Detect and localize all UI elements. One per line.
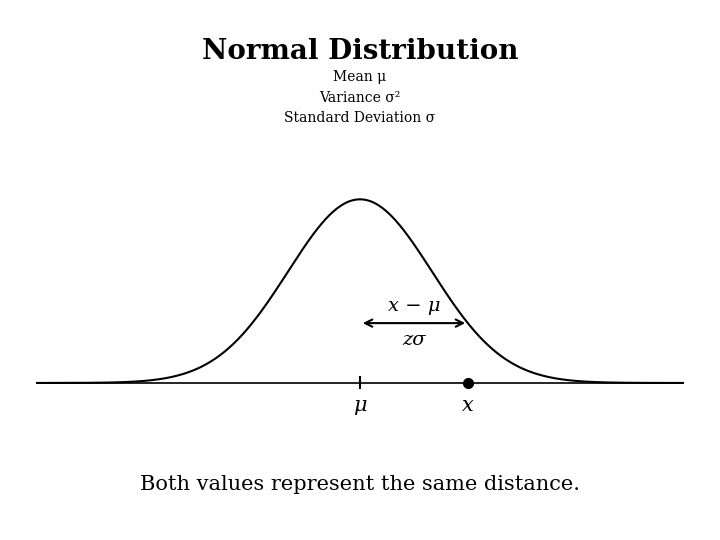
Text: Both values represent the same distance.: Both values represent the same distance.	[140, 475, 580, 494]
Text: Mean μ
Variance σ²
Standard Deviation σ: Mean μ Variance σ² Standard Deviation σ	[284, 70, 436, 125]
Text: x: x	[462, 396, 474, 415]
Text: Normal Distribution: Normal Distribution	[202, 38, 518, 65]
Text: μ: μ	[354, 396, 366, 415]
Text: zσ: zσ	[402, 332, 426, 349]
Text: x − μ: x − μ	[388, 297, 440, 315]
